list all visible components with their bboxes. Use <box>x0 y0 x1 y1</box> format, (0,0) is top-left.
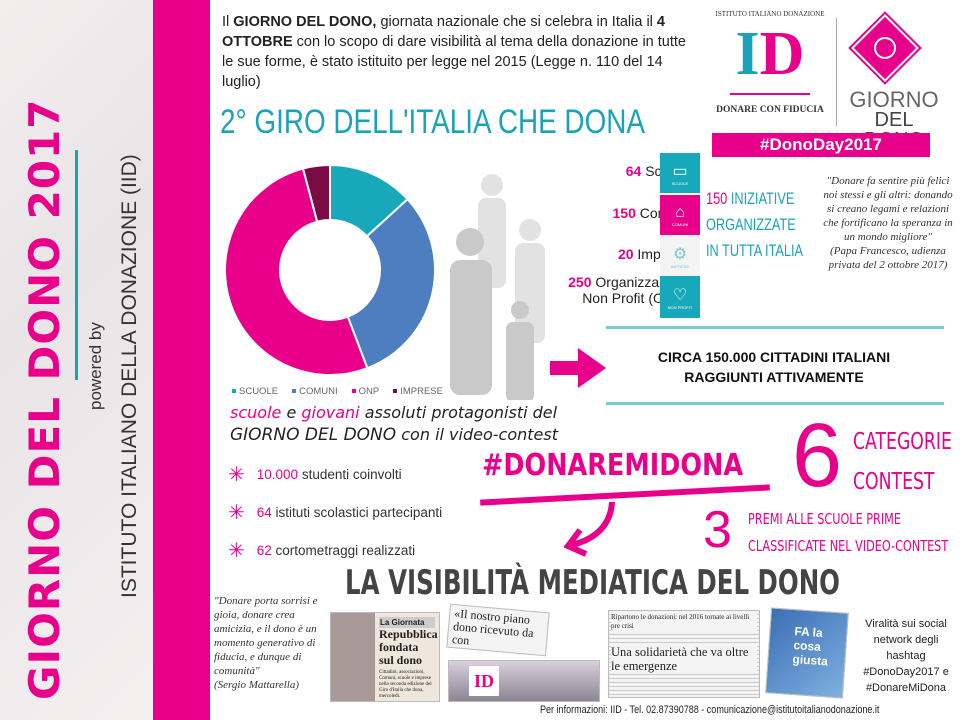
book-icon: ▭ SCUOLE <box>660 153 700 193</box>
categories-label: CATEGORIE CONTEST <box>853 429 952 495</box>
divider <box>606 402 944 405</box>
contest-stat: ✳ 10.000 studenti coinvolti <box>228 464 402 486</box>
gift-diamond-icon <box>851 14 919 82</box>
media-title: LA VISIBILITÀ MEDIATICA DEL DONO <box>345 563 840 603</box>
hashtag-banner: #DonoDay2017 <box>712 133 930 157</box>
initiatives-text: 150 INIZIATIVE ORGANIZZATE IN TUTTA ITALIA <box>706 189 804 260</box>
legend-item: SCUOLE <box>232 386 278 397</box>
organization-name: ISTITUTO ITALIANO DELLA DONAZIONE (IID) <box>118 154 141 598</box>
tv-photo-fa-la-cosa-giusta: FA la cosa giusta <box>765 607 849 699</box>
id-logo-on-stage: ID <box>469 666 499 696</box>
donaremidona-hashtag: #DONAREMIDONA <box>482 448 744 483</box>
divider <box>75 150 78 380</box>
legend-item: IMPRESE <box>393 386 443 397</box>
contest-stat: ✳ 62 cortometraggi realizzati <box>228 540 416 562</box>
gears-icon: ⚙ IMPRESE <box>660 236 700 276</box>
donut-slice-onp <box>224 167 369 376</box>
curved-arrow-icon <box>563 501 615 557</box>
arrow-right-head <box>578 348 606 388</box>
powered-by: powered by <box>86 322 105 410</box>
donut-chart <box>224 163 436 376</box>
photo-placeholder <box>331 613 375 701</box>
tv-photo-event: ID <box>448 660 600 702</box>
donut-slice-comuni <box>346 197 436 370</box>
pope-quote: "Donare fa sentire più felici noi stessi… <box>823 175 953 271</box>
donut-slice-imprese <box>301 163 331 223</box>
prizes-number: 3 <box>703 501 732 559</box>
arrow-right-icon <box>550 361 580 375</box>
asterisk-icon: ✳ <box>228 464 245 486</box>
logo-divider <box>836 18 837 126</box>
legend-item: ONP <box>351 386 379 397</box>
divider <box>606 326 944 329</box>
asterisk-icon: ✳ <box>228 502 245 524</box>
logo-letters: ID <box>735 20 805 88</box>
sidebar-title: GIORNO DEL DONO 2017 <box>20 98 69 701</box>
contest-subtitle: scuole e giovani assoluti protagonisti d… <box>230 403 558 445</box>
mattarella-quote: "Donare porta sorrisi e gioia, donare cr… <box>214 595 318 691</box>
section-title: 2° GIRO DELL'ITALIA CHE DONA <box>220 103 645 141</box>
newspaper-clip-donazioni: Ripartono le donazioni: nel 2016 tornate… <box>608 610 760 698</box>
categories-number: 6 <box>792 406 843 506</box>
footer-contact: Per informazioni: IID - Tel. 02.87390788… <box>540 704 880 716</box>
heart-icon: ♡ NON PROFIT <box>660 276 700 318</box>
newspaper-clip-quote: «Il nostro piano dono ricevuto da con <box>446 603 550 657</box>
town-hall-icon: ⌂ COMUNI <box>660 195 700 235</box>
contest-stat: ✳ 64 istituti scolastici partecipanti <box>228 502 443 524</box>
citizens-reached: CIRCA 150.000 CITTADINI ITALIANI RAGGIUNT… <box>657 349 891 385</box>
prizes-label: PREMI ALLE SCUOLE PRIME CLASSIFICATE NEL … <box>748 510 949 555</box>
legend-item: COMUNI <box>292 386 338 397</box>
chart-legend: SCUOLE COMUNI ONP IMPRESE <box>232 386 443 397</box>
iid-logo: ISTITUTO ITALIANO DONAZIONE ID DONARE CO… <box>706 10 834 128</box>
logo-arc-text: ISTITUTO ITALIANO DONAZIONE <box>715 10 825 18</box>
logo-tagline: DONARE CON FIDUCIA <box>716 105 824 115</box>
social-virality-text: Viralità sui social network degli hashta… <box>863 618 949 694</box>
newspaper-clip-repubblica: La Giornata Repubblica fondata sul dono … <box>330 612 440 702</box>
people-silhouettes-icon <box>450 174 545 400</box>
asterisk-icon: ✳ <box>228 540 245 562</box>
intro-text: Il GIORNO DEL DONO, giornata nazionale c… <box>222 14 686 90</box>
pink-stripe <box>153 0 210 720</box>
